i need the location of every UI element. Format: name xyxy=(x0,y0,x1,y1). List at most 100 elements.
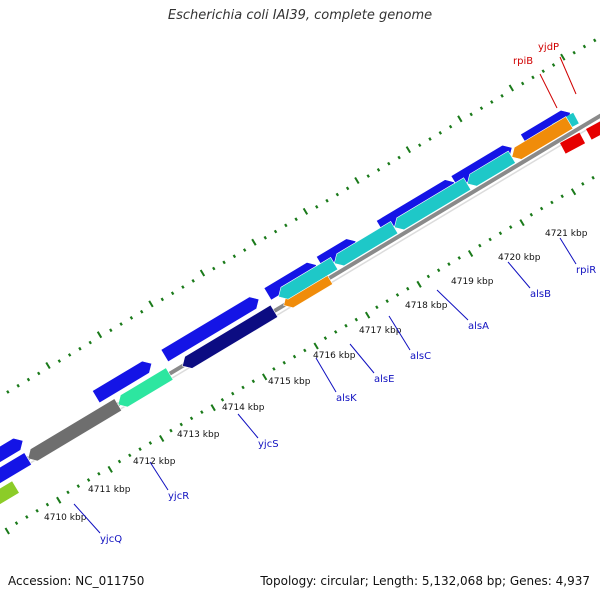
leader-alsK xyxy=(315,357,337,393)
outer-tick xyxy=(191,279,195,283)
outer-tick xyxy=(251,238,257,246)
inner-tick xyxy=(292,354,297,359)
inner-tick xyxy=(333,330,338,334)
outer-tick xyxy=(572,50,576,55)
outer-tick xyxy=(376,168,381,172)
leader-yjcQ xyxy=(73,503,101,534)
accession-text: Accession: NC_011750 xyxy=(8,574,145,588)
outer-tick xyxy=(170,291,175,296)
outer-tick xyxy=(57,359,62,363)
inner-tick xyxy=(385,299,389,303)
gene-reverse-yjcQ-prev xyxy=(0,452,32,484)
outer-tick xyxy=(457,115,463,123)
kbp-scale-labels: 4710 kbp 4711 kbp 4712 kbp 4713 kbp 4714… xyxy=(44,229,588,523)
outer-tick xyxy=(428,137,432,141)
inner-tick xyxy=(210,404,216,412)
kbp-label-4719: 4719 kbp xyxy=(451,277,494,287)
gene-reverse-alsA xyxy=(393,177,472,231)
outer-tick xyxy=(212,266,216,271)
inner-tick xyxy=(591,175,595,180)
inner-tick xyxy=(189,416,194,421)
leader-yjcR xyxy=(149,461,169,491)
outer-tick xyxy=(148,300,154,308)
inner-tick xyxy=(159,434,165,443)
inner-tick xyxy=(76,484,81,488)
kbp-label-4721: 4721 kbp xyxy=(545,229,588,239)
inner-tick xyxy=(169,428,173,433)
gene-label-alsE[interactable]: alsE xyxy=(374,374,394,385)
outer-tick xyxy=(96,331,103,339)
gene-label-alsA[interactable]: alsA xyxy=(468,321,489,332)
genome-summary-text: Topology: circular; Length: 5,132,068 bp… xyxy=(260,574,590,588)
gene-forward-1 xyxy=(0,437,24,463)
inner-tick xyxy=(406,286,410,291)
outer-tick xyxy=(6,390,10,394)
gene-label-alsB[interactable]: alsB xyxy=(530,289,551,300)
inner-tick xyxy=(509,225,513,229)
outer-tick xyxy=(508,84,514,92)
gene-label-alsK[interactable]: alsK xyxy=(336,393,357,404)
inner-tick xyxy=(457,256,461,260)
gene-labels: yjcQ yjcR yjcS alsK alsE alsC alsA alsB … xyxy=(100,42,596,545)
outer-tick xyxy=(520,81,525,86)
gene-forward-3 xyxy=(160,296,260,363)
gene-far-red xyxy=(586,121,600,140)
inner-tick xyxy=(323,336,328,340)
outer-tick xyxy=(397,155,401,160)
inner-tick xyxy=(539,206,544,211)
outer-tick xyxy=(16,383,20,388)
outer-tick xyxy=(479,106,484,111)
inner-tick xyxy=(488,237,492,242)
inner-tick xyxy=(128,453,132,458)
outer-tick xyxy=(335,192,340,197)
outer-tick xyxy=(593,38,597,43)
outer-tick xyxy=(242,248,247,252)
gene-label-yjdP[interactable]: yjdP xyxy=(538,42,559,53)
inner-tick xyxy=(117,459,122,464)
inner-tick xyxy=(426,274,431,279)
outer-tick xyxy=(582,44,587,49)
inner-tick xyxy=(395,293,400,297)
outer-tick xyxy=(232,254,237,259)
map-title: Escherichia coli IAI39, complete genome xyxy=(167,8,433,23)
inner-tick xyxy=(344,323,348,328)
gene-label-yjcS[interactable]: yjcS xyxy=(258,439,279,450)
kbp-label-4710: 4710 kbp xyxy=(44,513,87,523)
inner-tick xyxy=(498,231,503,236)
inner-tick xyxy=(447,262,451,266)
leader-alsC xyxy=(388,315,411,351)
gene-label-yjcR[interactable]: yjcR xyxy=(168,491,189,502)
outer-tick xyxy=(551,63,556,67)
inner-tick xyxy=(303,348,307,353)
gene-label-yjcQ[interactable]: yjcQ xyxy=(100,534,122,545)
outer-tick xyxy=(67,353,72,357)
inner-tick xyxy=(220,397,225,402)
gene-label-rpiB[interactable]: rpiB xyxy=(513,56,533,67)
inner-tick xyxy=(519,219,525,227)
outer-tick xyxy=(109,328,113,333)
outer-tick xyxy=(139,309,144,314)
gene-reverse-edge xyxy=(0,480,20,505)
leader-alsA xyxy=(436,289,469,321)
kbp-label-4717: 4717 kbp xyxy=(359,326,402,336)
gene-reverse-yjcQ xyxy=(27,398,123,462)
inner-tick xyxy=(261,373,268,381)
outer-tick xyxy=(263,235,267,240)
gene-label-rpiR[interactable]: rpiR xyxy=(576,265,596,276)
inner-tick xyxy=(416,280,422,288)
inner-tick xyxy=(231,391,235,396)
gene-label-alsC[interactable]: alsC xyxy=(410,351,431,362)
inner-tick xyxy=(272,367,276,371)
outer-tick-ring xyxy=(6,38,597,394)
leader-alsB xyxy=(507,261,531,289)
inner-tick xyxy=(107,465,113,473)
leader-yjdP xyxy=(559,56,577,95)
leader-alsE xyxy=(349,343,375,374)
inner-tick xyxy=(251,379,256,384)
inner-tick xyxy=(138,447,142,451)
gene-forward-2 xyxy=(91,360,153,404)
outer-tick xyxy=(129,316,134,320)
inner-tick xyxy=(282,360,286,365)
outer-tick xyxy=(119,322,123,326)
outer-tick xyxy=(160,297,165,302)
